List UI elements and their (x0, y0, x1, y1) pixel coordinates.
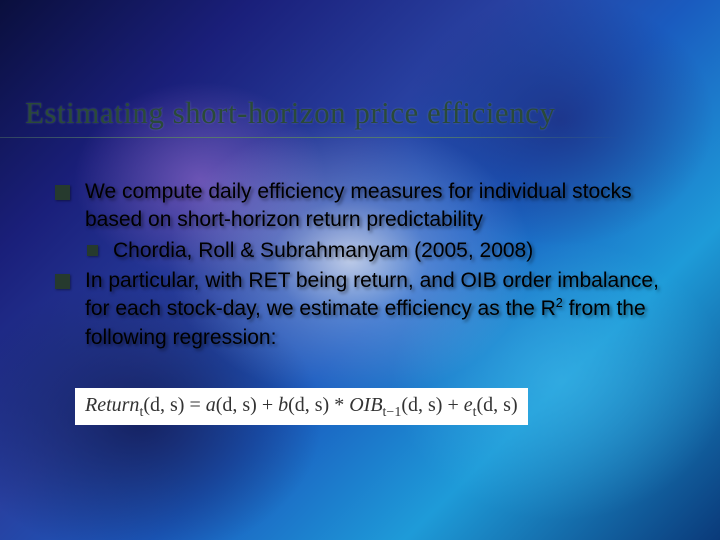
eq-args-4: (d, s) (401, 394, 442, 416)
eq-return: Return (85, 394, 139, 416)
bullet-2: In particular, with RET being return, an… (55, 267, 685, 352)
bullet-2-superscript: 2 (556, 296, 563, 310)
bullet-1-sub-1-text: Chordia, Roll & Subrahmanyam (2005, 2008… (113, 239, 533, 262)
bullet-1: We compute daily efficiency measures for… (55, 178, 685, 235)
eq-b: b (278, 394, 288, 416)
regression-equation: Returnt(d, s) = a(d, s) + b(d, s) * OIBt… (75, 388, 528, 425)
eq-args-1: (d, s) (143, 394, 184, 416)
eq-plus-2: + (442, 394, 463, 416)
slide-body: We compute daily efficiency measures for… (55, 178, 685, 354)
eq-args-3: (d, s) (288, 394, 329, 416)
bullet-1-text: We compute daily efficiency measures for… (85, 180, 632, 231)
slide-title: Estimating short-horizon price efficienc… (25, 95, 555, 131)
eq-oib: OIB (349, 394, 382, 416)
bullet-1-sub-1: Chordia, Roll & Subrahmanyam (2005, 2008… (55, 237, 685, 265)
eq-equals: = (184, 394, 205, 416)
title-underline (0, 137, 620, 138)
eq-args-2: (d, s) (216, 394, 257, 416)
eq-a: a (206, 394, 216, 416)
slide: Estimating short-horizon price efficienc… (0, 0, 720, 540)
eq-args-5: (d, s) (477, 394, 518, 416)
eq-e: e (464, 394, 473, 416)
eq-oib-sub: t−1 (383, 405, 402, 420)
eq-star: * (329, 394, 349, 416)
eq-plus-1: + (257, 394, 278, 416)
